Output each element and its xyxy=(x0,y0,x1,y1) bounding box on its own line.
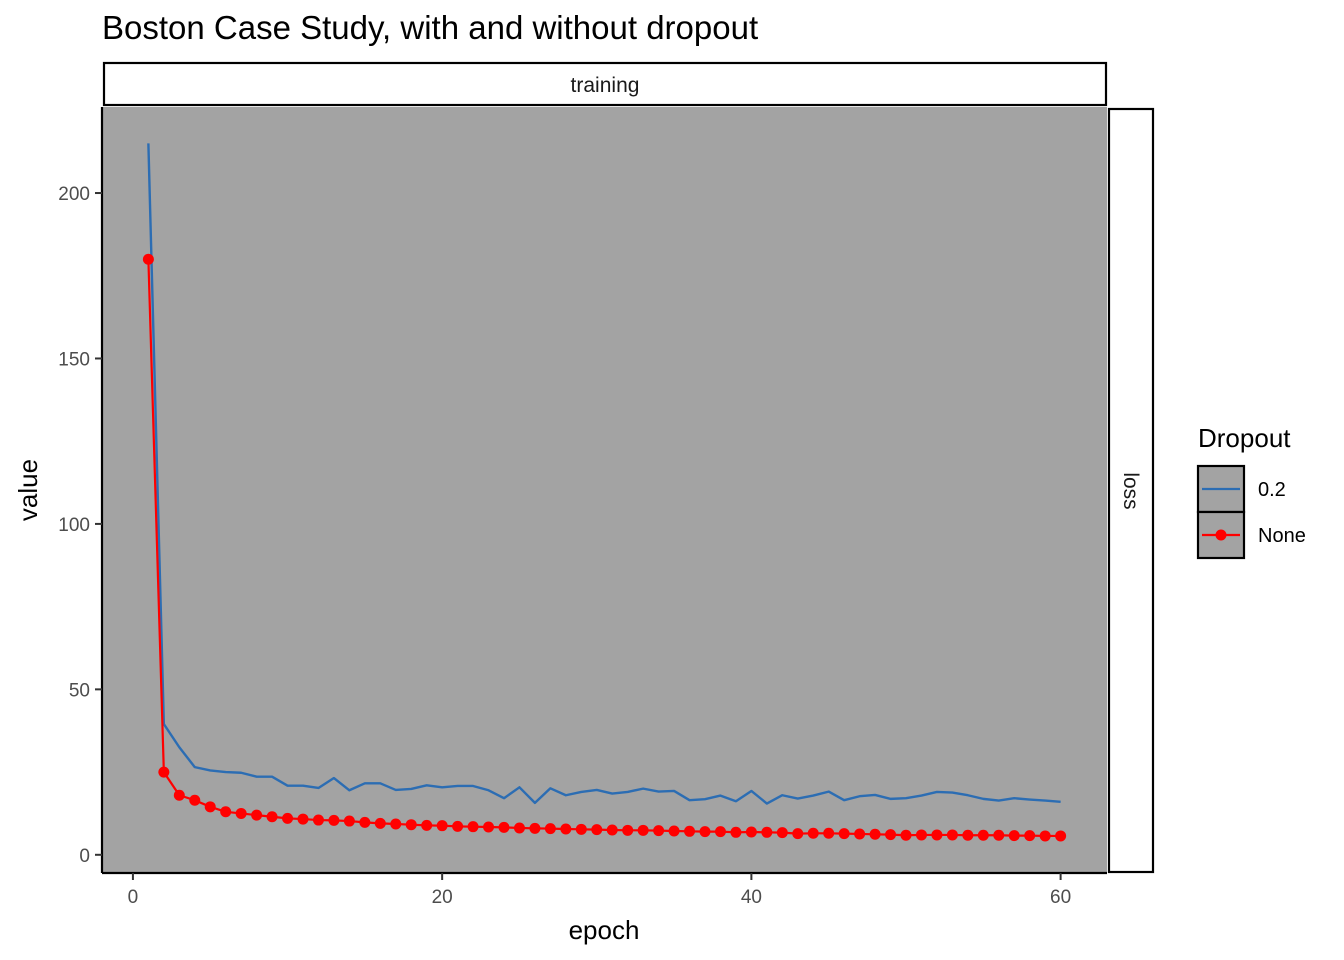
data-point xyxy=(312,814,324,826)
data-point xyxy=(467,821,479,833)
y-tick-label: 100 xyxy=(58,515,90,536)
legend-item: 0.2 xyxy=(1196,464,1286,514)
data-point xyxy=(946,829,958,841)
data-point xyxy=(142,253,154,265)
data-point xyxy=(204,801,216,813)
data-point xyxy=(869,828,881,840)
data-point xyxy=(513,822,525,834)
data-point xyxy=(684,825,696,837)
chart-title: Boston Case Study, with and without drop… xyxy=(102,9,758,46)
data-point xyxy=(405,819,417,831)
data-point xyxy=(390,818,402,830)
data-point xyxy=(745,826,757,838)
y-tick-label: 50 xyxy=(69,680,90,701)
data-point xyxy=(622,824,634,836)
data-point xyxy=(189,794,201,806)
facet-strip-right: loss xyxy=(1107,107,1155,874)
data-point xyxy=(900,829,912,841)
legend-label: 0.2 xyxy=(1258,479,1286,501)
facet-strip-right-label: loss xyxy=(1119,472,1142,509)
series-line xyxy=(147,143,1061,805)
data-point xyxy=(359,816,371,828)
data-point xyxy=(807,827,819,839)
data-point xyxy=(915,829,927,841)
data-point xyxy=(436,820,448,832)
data-point xyxy=(885,829,897,841)
data-point xyxy=(235,807,247,819)
series-none xyxy=(142,253,1067,842)
data-point xyxy=(792,828,804,840)
data-point xyxy=(776,827,788,839)
data-point xyxy=(993,829,1005,841)
data-point xyxy=(266,811,278,823)
data-point xyxy=(1024,830,1036,842)
data-point xyxy=(977,829,989,841)
x-tick-label: 40 xyxy=(741,887,762,908)
legend-label: None xyxy=(1258,525,1306,547)
data-point xyxy=(761,826,773,838)
facet-strip-top: training xyxy=(102,61,1108,107)
data-point xyxy=(173,789,185,801)
data-point xyxy=(653,825,665,837)
legend-title: Dropout xyxy=(1198,423,1291,453)
data-point xyxy=(854,828,866,840)
data-point xyxy=(931,829,943,841)
y-axis-title: value xyxy=(13,459,43,521)
data-point xyxy=(452,820,464,832)
legend-key-point xyxy=(1215,529,1227,541)
data-point xyxy=(668,825,680,837)
data-point xyxy=(730,826,742,838)
data-point xyxy=(699,826,711,838)
data-point xyxy=(575,823,587,835)
data-point xyxy=(714,826,726,838)
y-tick-label: 0 xyxy=(79,846,90,867)
data-point xyxy=(1055,830,1067,842)
data-point xyxy=(374,817,386,829)
data-point xyxy=(544,823,556,835)
data-point xyxy=(838,828,850,840)
data-point xyxy=(343,815,355,827)
data-point xyxy=(529,822,541,834)
y-axis: 0 50 100 150 200 xyxy=(58,107,104,873)
data-point xyxy=(158,766,170,778)
data-point xyxy=(823,827,835,839)
data-point xyxy=(421,819,433,831)
legend: Dropout 0.2 None xyxy=(1196,423,1306,560)
data-point xyxy=(220,806,232,818)
x-tick-label: 0 xyxy=(128,887,139,908)
x-axis: 0 20 40 60 xyxy=(102,871,1107,908)
facet-strip-top-label: training xyxy=(571,74,640,97)
y-tick-label: 150 xyxy=(58,349,90,370)
data-point xyxy=(282,812,294,824)
data-point xyxy=(560,823,572,835)
x-axis-title: epoch xyxy=(569,915,640,945)
data-point xyxy=(637,824,649,836)
series-layer xyxy=(142,143,1067,842)
data-point xyxy=(591,824,603,836)
data-point xyxy=(962,829,974,841)
plot-panel xyxy=(102,107,1107,873)
data-point xyxy=(1008,830,1020,842)
legend-item: None xyxy=(1196,510,1306,560)
y-tick-label: 200 xyxy=(58,184,90,205)
x-tick-label: 60 xyxy=(1050,887,1071,908)
data-point xyxy=(606,824,618,836)
data-point xyxy=(297,813,309,825)
data-point xyxy=(251,809,263,821)
data-point xyxy=(498,821,510,833)
data-point xyxy=(1039,830,1051,842)
data-point xyxy=(483,821,495,833)
data-point xyxy=(328,814,340,826)
series-dropout-0-2 xyxy=(147,143,1061,805)
x-tick-label: 20 xyxy=(432,887,453,908)
